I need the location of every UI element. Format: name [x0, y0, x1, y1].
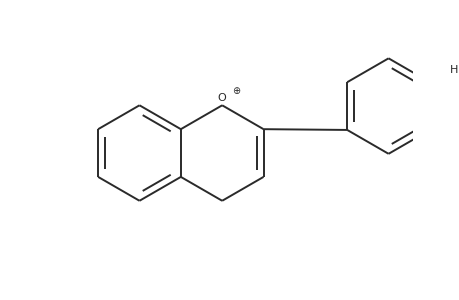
Text: ⊕: ⊕: [231, 86, 240, 96]
Text: H: H: [449, 65, 458, 75]
Text: O: O: [218, 93, 226, 103]
Text: N: N: [458, 76, 459, 89]
